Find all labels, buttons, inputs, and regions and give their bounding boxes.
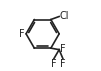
Text: F: F [60, 44, 66, 54]
Text: F: F [60, 59, 66, 69]
Text: Cl: Cl [60, 12, 69, 22]
Text: F: F [51, 59, 57, 69]
Text: F: F [19, 29, 25, 39]
